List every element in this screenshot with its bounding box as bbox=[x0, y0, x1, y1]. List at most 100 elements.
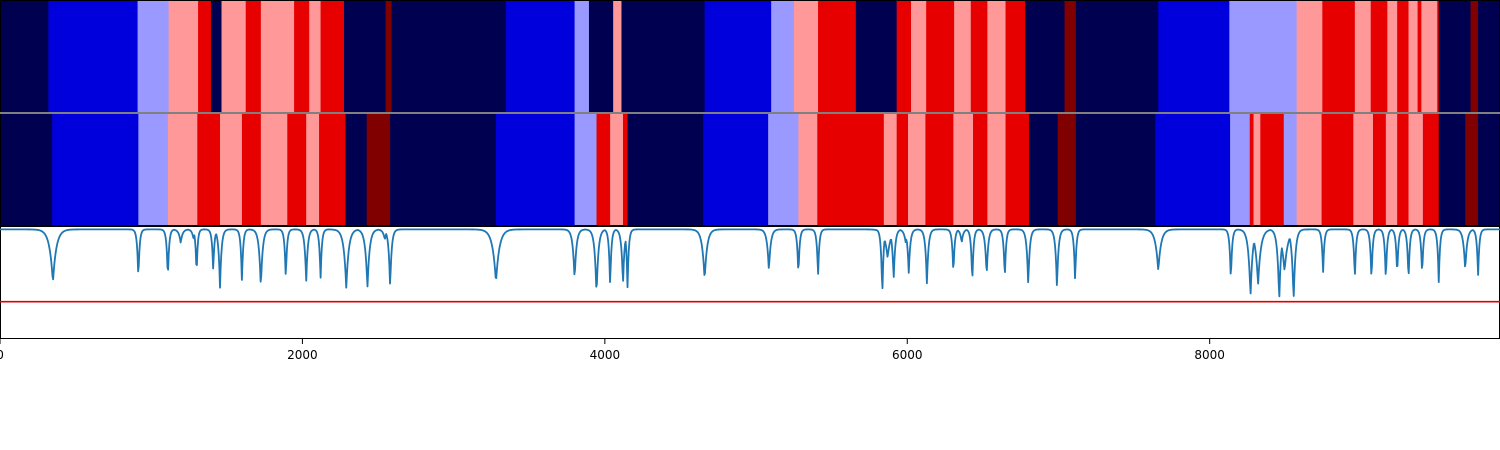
heatmap-cell bbox=[1354, 0, 1372, 113]
heatmap-cell bbox=[1075, 0, 1159, 113]
heatmap-cell bbox=[704, 0, 772, 113]
heatmap-cell bbox=[309, 0, 321, 113]
line-panel-frame bbox=[0, 226, 1500, 339]
heatmap-cell bbox=[1421, 0, 1438, 113]
heatmap-cell bbox=[793, 0, 819, 113]
heatmap-cell bbox=[911, 0, 927, 113]
heatmap-cell bbox=[48, 0, 138, 113]
heatmap-cell bbox=[622, 113, 628, 226]
heatmap-cell bbox=[613, 0, 622, 113]
heatmap-cell bbox=[621, 0, 706, 113]
heatmap-cell bbox=[1417, 0, 1422, 113]
x-axis: 0 2000 4000 6000 8000 bbox=[0, 339, 1225, 362]
heatmap-cell bbox=[896, 0, 912, 113]
heatmap-cell bbox=[1249, 113, 1254, 226]
heatmap-cell bbox=[320, 0, 345, 113]
heatmap-cell bbox=[954, 0, 972, 113]
heatmap-cell bbox=[260, 0, 295, 113]
signal-line bbox=[0, 228, 1500, 298]
heatmap-cell bbox=[1387, 0, 1398, 113]
heatmap-cell bbox=[505, 0, 575, 113]
heatmap-cell bbox=[138, 113, 169, 226]
heatmap-cell bbox=[627, 113, 704, 226]
heatmap-cell bbox=[1385, 113, 1398, 226]
heatmap-cell bbox=[0, 113, 53, 226]
heatmap-cell bbox=[1478, 0, 1500, 113]
heatmap-cell bbox=[596, 113, 611, 226]
heatmap-cell bbox=[1005, 0, 1026, 113]
heatmap-cell bbox=[1321, 113, 1354, 226]
heatmap-cell bbox=[1025, 0, 1065, 113]
heatmap-cell bbox=[771, 0, 795, 113]
heatmap-cell bbox=[817, 113, 885, 226]
heatmap-row-1 bbox=[0, 0, 1500, 113]
heatmap-cell bbox=[1296, 0, 1323, 113]
heatmap-cell bbox=[926, 0, 955, 113]
heatmap-cell bbox=[610, 113, 624, 226]
heatmap-cell bbox=[1353, 113, 1374, 226]
heatmap-cell bbox=[1229, 0, 1298, 113]
heatmap-cell bbox=[1438, 0, 1471, 113]
heatmap-cell bbox=[1372, 113, 1387, 226]
heatmap-cell bbox=[1296, 113, 1322, 226]
heatmap-cell bbox=[197, 113, 221, 226]
x-tick-label: 2000 bbox=[287, 348, 318, 362]
heatmap-cell bbox=[287, 113, 307, 226]
heatmap-cell bbox=[768, 113, 799, 226]
heatmap-cell bbox=[1437, 0, 1440, 113]
heatmap-cell bbox=[1057, 113, 1077, 226]
heatmap-cell bbox=[1422, 113, 1440, 226]
heatmap-cell bbox=[908, 113, 926, 226]
heatmap-cell bbox=[925, 113, 954, 226]
heatmap-cell bbox=[390, 113, 497, 226]
heatmap-cell bbox=[818, 0, 857, 113]
heatmap-cell bbox=[1028, 113, 1059, 226]
heatmap-cell bbox=[1478, 113, 1500, 226]
heatmap-cell bbox=[344, 0, 386, 113]
heatmap-cell bbox=[973, 113, 988, 226]
heatmap-cell bbox=[1397, 0, 1409, 113]
heatmap-cell bbox=[953, 113, 974, 226]
heatmap-cell bbox=[1075, 113, 1156, 226]
heatmap-cell bbox=[220, 113, 243, 226]
heatmap-cell bbox=[391, 0, 507, 113]
heatmap-cell bbox=[896, 113, 909, 226]
heatmap-cell bbox=[970, 0, 988, 113]
heatmap-cell bbox=[987, 113, 1006, 226]
heatmap-cell bbox=[1465, 113, 1479, 226]
heatmap-cell bbox=[137, 0, 169, 113]
heatmap-cell bbox=[210, 0, 222, 113]
heatmap-cell bbox=[1005, 113, 1030, 226]
x-tick-label: 8000 bbox=[1194, 348, 1225, 362]
heatmap-cell bbox=[1155, 113, 1231, 226]
heatmap-cell bbox=[245, 0, 262, 113]
heatmap-cell bbox=[574, 113, 597, 226]
heatmap-cell bbox=[987, 0, 1006, 113]
heatmap-cell bbox=[1253, 113, 1261, 226]
heatmap-cell bbox=[167, 113, 198, 226]
heatmap-cell bbox=[345, 113, 368, 226]
heatmap-cell bbox=[319, 113, 346, 226]
heatmap-cell bbox=[1438, 113, 1466, 226]
heatmap-cell bbox=[366, 113, 391, 226]
heatmap-cell bbox=[385, 0, 393, 113]
heatmap-cell bbox=[798, 113, 818, 226]
heatmap-cell bbox=[168, 0, 199, 113]
heatmap-cell bbox=[260, 113, 288, 226]
x-tick-label: 6000 bbox=[892, 348, 923, 362]
heatmap-cell bbox=[855, 0, 898, 113]
heatmap-cell bbox=[241, 113, 262, 226]
heatmap-cell bbox=[1064, 0, 1077, 113]
heatmap-cell bbox=[52, 113, 139, 226]
heatmap-cell bbox=[221, 0, 247, 113]
heatmap-cell bbox=[574, 0, 590, 113]
heatmap-cell bbox=[1370, 0, 1388, 113]
heatmap-cell bbox=[1283, 113, 1298, 226]
heatmap-cell bbox=[306, 113, 320, 226]
heatmap-cell bbox=[1470, 0, 1479, 113]
heatmap-cell bbox=[883, 113, 898, 226]
x-tick-label: 4000 bbox=[590, 348, 621, 362]
heatmap-cell bbox=[1322, 0, 1356, 113]
heatmap-cell bbox=[703, 113, 769, 226]
